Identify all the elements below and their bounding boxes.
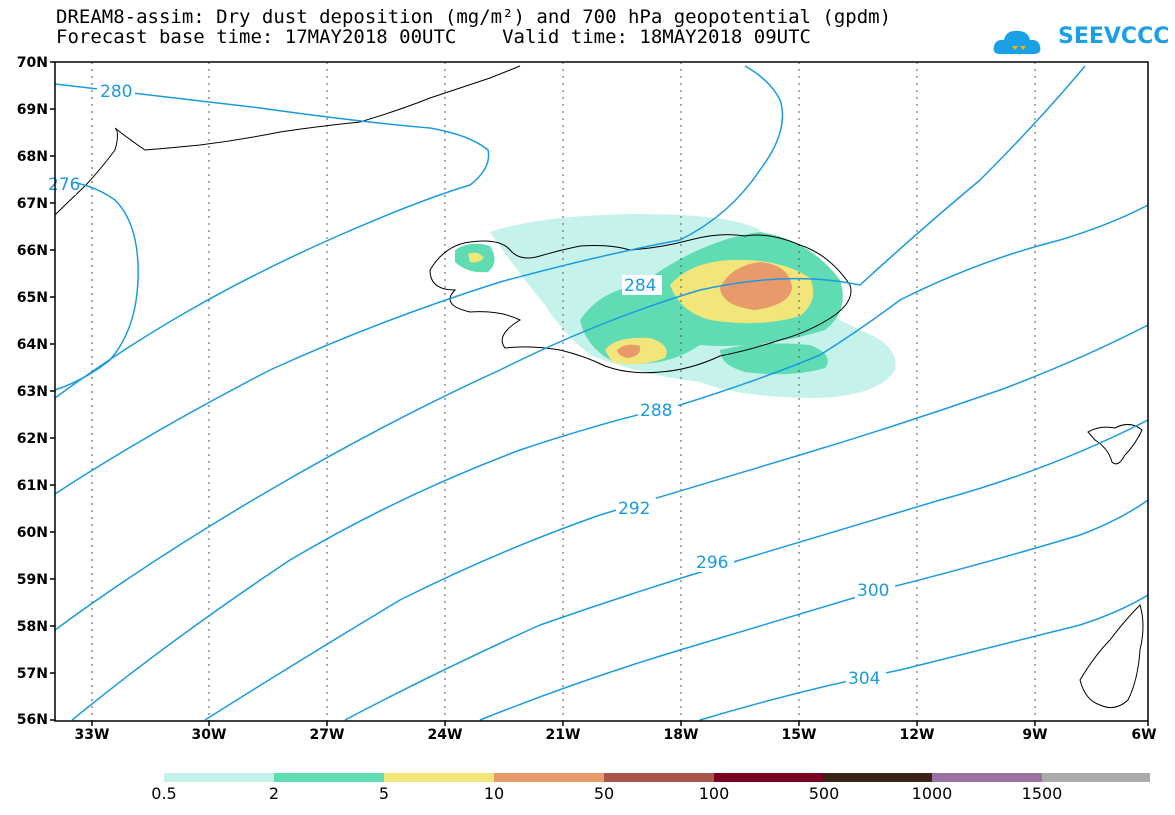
contour-labels: 280 276 284 288 292 296 300 304 [48, 81, 895, 689]
contour-292 [204, 324, 1149, 721]
colorbar-label-1000: 1000 [911, 784, 953, 803]
title-line-2: Forecast base time: 17MAY2018 00UTC Vali… [56, 26, 811, 48]
lat-label-62n: 62N [16, 431, 48, 447]
colorbar-seg-4 [604, 773, 714, 782]
colorbar-seg-5 [714, 773, 824, 782]
contour-300 [479, 499, 1149, 721]
contour-label-296: 296 [696, 553, 728, 573]
dust-level-10 [720, 262, 792, 310]
map-frame [54, 61, 1149, 722]
contour-label-300: 300 [857, 581, 889, 601]
lon-label-12w: 12W [899, 727, 935, 743]
cloud-icon [993, 30, 1041, 54]
lat-label-64n: 64N [16, 337, 48, 353]
contour-288 [71, 204, 1149, 721]
colorbar-seg-0 [164, 773, 274, 782]
colorbar-label-500: 500 [808, 784, 840, 803]
colorbar-seg-2 [384, 773, 494, 782]
contour-296 [344, 419, 1149, 721]
geopotential-contours [54, 65, 1149, 721]
lon-label-6w: 6W [1131, 727, 1157, 743]
colorbar-seg-7 [932, 773, 1042, 782]
lat-label-66n: 66N [16, 243, 48, 259]
lat-label-59n: 59N [16, 572, 48, 588]
contour-276 [54, 179, 139, 391]
lat-label-65n: 65N [16, 290, 48, 306]
colorbar-label-50: 50 [593, 784, 615, 803]
logo-text: SEEVCCC [1058, 24, 1170, 49]
colorbar-label-100: 100 [698, 784, 730, 803]
dust-level-5-west [468, 252, 484, 263]
lon-label-33w: 33W [74, 727, 110, 743]
contour-280 [54, 83, 490, 399]
colorbar-label-1500: 1500 [1021, 784, 1063, 803]
contour-284 [54, 65, 784, 495]
seevccc-logo [993, 30, 1041, 54]
lat-label-67n: 67N [16, 196, 48, 212]
contour-284b [54, 65, 1086, 631]
colorbar-seg-6 [824, 773, 932, 782]
lon-label-24w: 24W [427, 727, 463, 743]
lat-label-70n: 70N [16, 55, 48, 71]
scotland-coast [1079, 604, 1144, 709]
lat-label-56n: 56N [16, 712, 48, 728]
graticule [91, 62, 1036, 721]
contour-label-292: 292 [618, 499, 650, 519]
contour-label-280: 280 [100, 82, 132, 102]
faroe-coast [1087, 424, 1143, 465]
colorbar-label-2: 2 [268, 784, 280, 803]
colorbar-label-5: 5 [378, 784, 390, 803]
dust-level-10b [617, 344, 641, 358]
lon-label-21w: 21W [545, 727, 581, 743]
axis-ticks [50, 61, 1149, 726]
contour-304 [699, 594, 1149, 721]
greenland-coast [54, 65, 521, 216]
lat-label-60n: 60N [16, 525, 48, 541]
lon-label-18w: 18W [663, 727, 699, 743]
lat-label-68n: 68N [16, 149, 48, 165]
lat-label-69n: 69N [16, 102, 48, 118]
lat-label-61n: 61N [16, 478, 48, 494]
lon-label-30w: 30W [191, 727, 227, 743]
contour-label-288: 288 [640, 401, 672, 421]
lon-label-15w: 15W [781, 727, 817, 743]
contour-label-284: 284 [624, 276, 656, 296]
colorbar-seg-3 [494, 773, 604, 782]
lon-label-9w: 9W [1022, 727, 1048, 743]
iceland-coast [429, 234, 852, 374]
lat-label-63n: 63N [16, 384, 48, 400]
dust-field [455, 214, 896, 398]
lon-label-27w: 27W [309, 727, 345, 743]
colorbar-seg-1 [274, 773, 384, 782]
colorbar-label-10: 10 [483, 784, 505, 803]
contour-label-304: 304 [848, 669, 880, 689]
colorbar-seg-8 [1042, 773, 1150, 782]
coastlines [54, 65, 1144, 709]
title-line-1: DREAM8-assim: Dry dust deposition (mg/m²… [56, 6, 892, 28]
lat-label-58n: 58N [16, 619, 48, 635]
contour-label-276: 276 [48, 175, 80, 195]
lat-label-57n: 57N [16, 666, 48, 682]
colorbar-label-0.5: 0.5 [151, 784, 177, 803]
dust-level-2b [720, 343, 828, 375]
